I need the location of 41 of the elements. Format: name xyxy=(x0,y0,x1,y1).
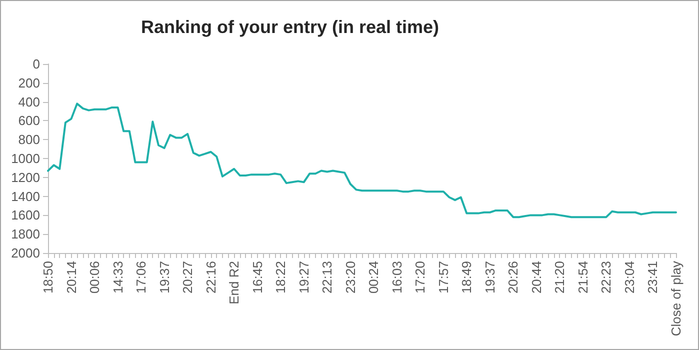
y-tick-label: 0 xyxy=(32,56,40,72)
x-tick-label: 20:14 xyxy=(64,261,79,294)
x-tick-label: 20:44 xyxy=(528,261,544,294)
y-tick-label: 2000 xyxy=(11,246,40,260)
x-tick-label: 19:27 xyxy=(296,261,312,294)
x-tick-label: 18:22 xyxy=(273,261,288,294)
y-tick-label: 1600 xyxy=(11,208,40,223)
x-tick-label: 18:49 xyxy=(459,261,474,294)
x-tick-label: 23:41 xyxy=(645,261,660,294)
y-tick-label: 800 xyxy=(18,132,40,148)
line-series xyxy=(47,102,677,218)
x-tick-label: 00:24 xyxy=(366,261,382,294)
y-tick-label: 600 xyxy=(18,113,40,128)
x-tick-label: 17:06 xyxy=(134,261,149,294)
x-tick-label: 17:20 xyxy=(412,261,428,294)
x-tick-label: Close of play xyxy=(668,260,684,336)
x-tick-label: 22:13 xyxy=(320,261,335,294)
x-tick-label: End R2 xyxy=(226,261,242,304)
x-tick-label: 00:06 xyxy=(87,261,102,294)
x-tick-label: 22:16 xyxy=(203,261,218,294)
x-tick-label: 14:33 xyxy=(110,261,126,294)
x-tick-label: 22:23 xyxy=(598,261,614,294)
x-tick-label: 20:26 xyxy=(506,261,521,294)
y-tick-label: 1800 xyxy=(11,226,40,242)
x-tick-label: 16:03 xyxy=(389,261,404,294)
x-tick-label: 19:37 xyxy=(156,261,172,294)
x-tick-label: 18:50 xyxy=(40,261,56,294)
x-tick-label: 21:20 xyxy=(552,261,568,294)
x-tick-label: 16:45 xyxy=(250,261,265,294)
y-tick-label: 1400 xyxy=(11,188,40,204)
x-tick-label: 17:57 xyxy=(436,261,451,294)
x-tick-label: 20:27 xyxy=(180,261,196,294)
chart-title: Ranking of your entry (in real time) xyxy=(141,17,440,37)
y-tick-label: 1000 xyxy=(11,151,40,166)
y-tick-label: 400 xyxy=(18,94,40,110)
x-tick-label: 21:54 xyxy=(575,261,590,294)
x-tick-label: 23:04 xyxy=(622,261,637,294)
x-tick-label: 23:20 xyxy=(342,261,358,294)
y-tick-label: 1200 xyxy=(11,170,40,185)
y-tick-label: 200 xyxy=(18,75,40,90)
x-tick-label: 19:37 xyxy=(482,261,498,294)
